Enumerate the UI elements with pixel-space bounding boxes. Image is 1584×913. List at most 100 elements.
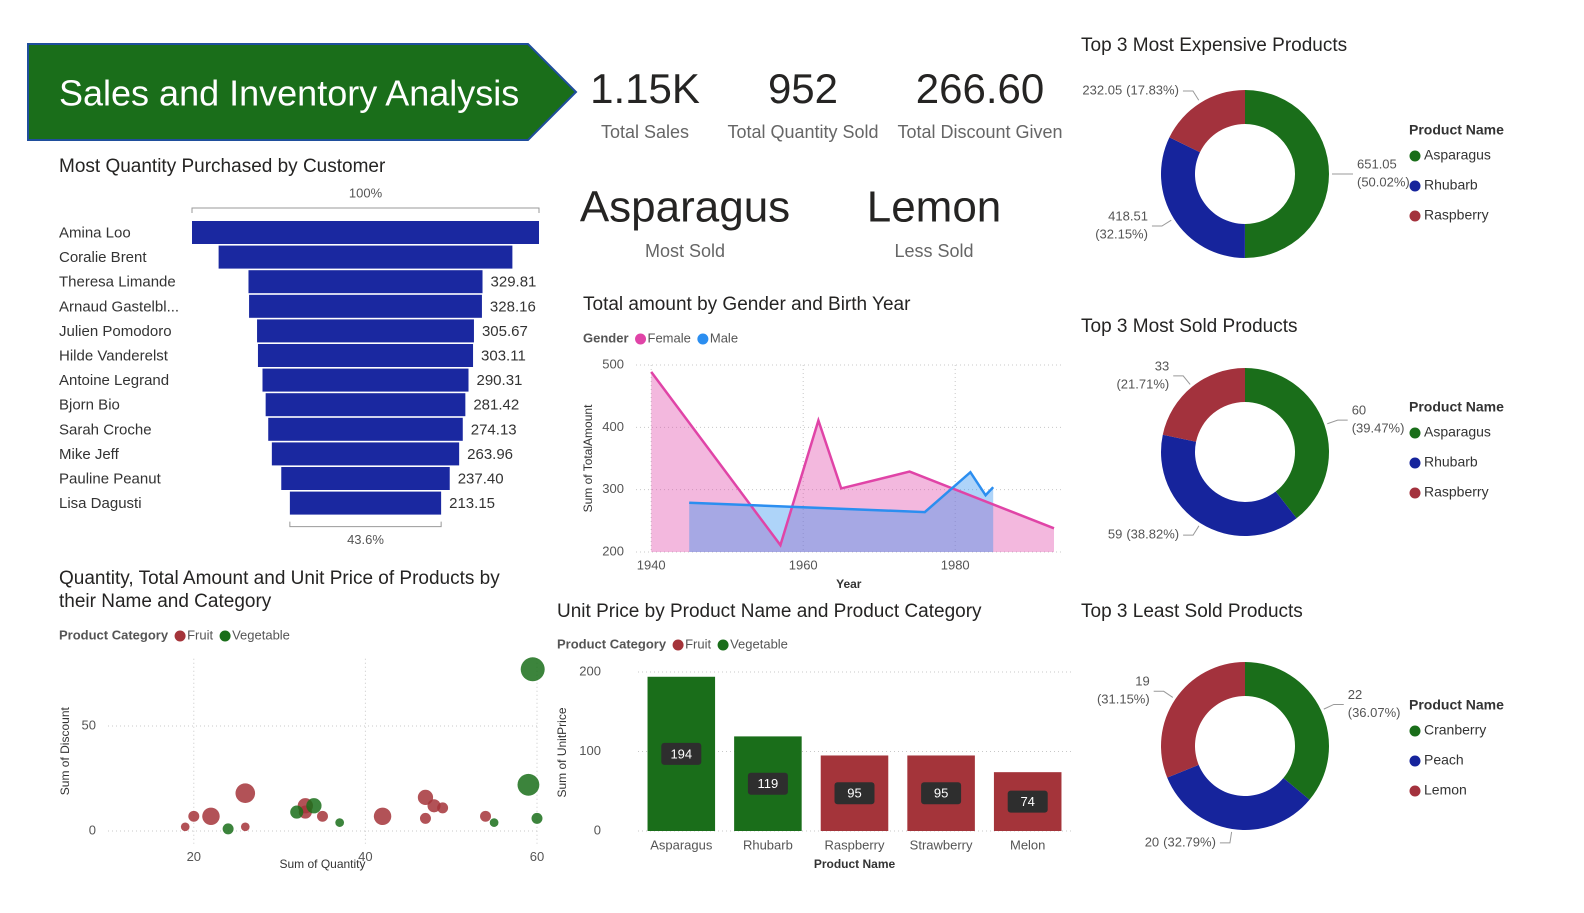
percent-label: 43.6% [347, 532, 384, 547]
funnel-bar [268, 417, 463, 441]
line [650, 371, 1055, 548]
y-tick-label: 0 [89, 822, 96, 837]
percent-bracket [289, 521, 442, 528]
legend-title: Product Category [59, 627, 169, 642]
percent-label: (36.07%) [1348, 705, 1401, 720]
data-label: 19 [1135, 674, 1149, 689]
legend-marker [1409, 180, 1421, 192]
x-tick-label: 60 [530, 849, 544, 864]
leader-line [1327, 419, 1348, 425]
y-tick-label: 50 [82, 717, 96, 732]
y-axis-label: Sum of UnitPrice [555, 707, 569, 797]
legend-marker [1409, 457, 1421, 469]
data-label: 290.31 [477, 372, 523, 389]
x-tick-label: Melon [1010, 837, 1045, 852]
data-label: 281.42 [473, 397, 519, 414]
leader-line [1183, 525, 1200, 536]
y-axis-label: Sum of Discount [58, 707, 72, 796]
bubble [419, 812, 431, 824]
y-tick-label: 200 [602, 543, 624, 558]
donut-slice [1245, 662, 1329, 800]
kpi-label: Total Discount Given [897, 122, 1062, 142]
category-label: Theresa Limande [59, 274, 176, 291]
data-label-bg [661, 742, 702, 765]
x-tick-label: 1940 [637, 557, 666, 572]
chart-title: Most Quantity Purchased by Customer [59, 156, 386, 177]
data-label: 329.81 [491, 274, 537, 291]
data-label-bg [747, 772, 788, 795]
data-label: 22 [1348, 687, 1362, 702]
chart-title: Top 3 Most Sold Products [1081, 316, 1298, 337]
legend-label: Fruit [685, 636, 711, 651]
donut-slice [1245, 368, 1329, 519]
bubble [222, 823, 234, 835]
legend-marker [1409, 150, 1421, 162]
legend-label: Cranberry [1424, 722, 1486, 738]
bubble [306, 798, 322, 814]
data-label: 20 [1145, 834, 1159, 849]
data-label-bg [921, 782, 962, 805]
legend-label: Fruit [187, 627, 213, 642]
percent-label: (38.82%) [1126, 527, 1179, 542]
legend-title: Product Name [1409, 399, 1504, 415]
percent-label: (39.47%) [1352, 421, 1405, 436]
kpi-value: 1.15K [590, 65, 700, 112]
card-value: Lemon [867, 183, 1002, 232]
y-tick-label: 300 [602, 481, 624, 496]
card-label: Less Sold [894, 241, 973, 261]
data-label: 651.05 [1357, 156, 1397, 171]
percent-label: (17.83%) [1126, 82, 1179, 97]
category-label: Julien Pomodoro [59, 323, 172, 340]
x-tick-label: Asparagus [650, 837, 713, 852]
leader-line [1182, 90, 1200, 101]
bubble [531, 812, 543, 824]
bubble [520, 657, 545, 682]
data-label: 213.15 [449, 495, 495, 512]
bubble [335, 818, 345, 827]
funnel-bar [218, 245, 513, 269]
y-tick-label: 0 [594, 822, 601, 837]
x-tick-label: Rhubarb [743, 837, 793, 852]
title-banner [27, 43, 578, 141]
bubble [235, 783, 256, 803]
bubble [417, 789, 434, 806]
x-tick-label: Raspberry [825, 837, 885, 852]
legend-marker [1409, 487, 1421, 499]
card-value: Asparagus [580, 183, 790, 232]
bubble [317, 810, 328, 822]
legend-label: Female [648, 330, 691, 345]
bubble [489, 818, 499, 827]
legend-title: Product Category [557, 636, 667, 651]
legend-label: Asparagus [1424, 147, 1491, 163]
funnel-bar [289, 491, 442, 515]
line [689, 470, 995, 514]
data-label: 263.96 [467, 446, 513, 463]
x-axis-label: Sum of Quantity [279, 857, 365, 871]
area [689, 472, 994, 552]
leader-line [1323, 703, 1344, 710]
bubble [480, 810, 491, 822]
x-axis-label: Product Name [814, 857, 896, 871]
legend-label: Male [710, 330, 738, 345]
bubble [290, 805, 304, 819]
chart-title: Unit Price by Product Name and Product C… [557, 601, 982, 622]
legend-marker [1409, 725, 1421, 737]
kpi-label: Total Sales [601, 122, 689, 142]
legend-label: Peach [1424, 752, 1464, 768]
kpi-value: 266.60 [916, 65, 1044, 112]
data-label: 33 [1155, 358, 1169, 373]
legend-label: Rhubarb [1424, 454, 1478, 470]
chart-title: Quantity, Total Amount and Unit Price of… [59, 568, 500, 612]
legend-label: Asparagus [1424, 424, 1491, 440]
percent-label: (21.71%) [1116, 376, 1169, 391]
x-tick-label: 20 [187, 849, 201, 864]
legend-marker [1409, 785, 1421, 797]
data-label: 232.05 [1082, 82, 1122, 97]
legend-label: Rhubarb [1424, 177, 1478, 193]
category-label: Amina Loo [59, 224, 131, 241]
card-label: Most Sold [645, 241, 725, 261]
y-tick-label: 400 [602, 419, 624, 434]
legend-label: Vegetable [232, 627, 290, 642]
donut-slice [1162, 368, 1245, 442]
